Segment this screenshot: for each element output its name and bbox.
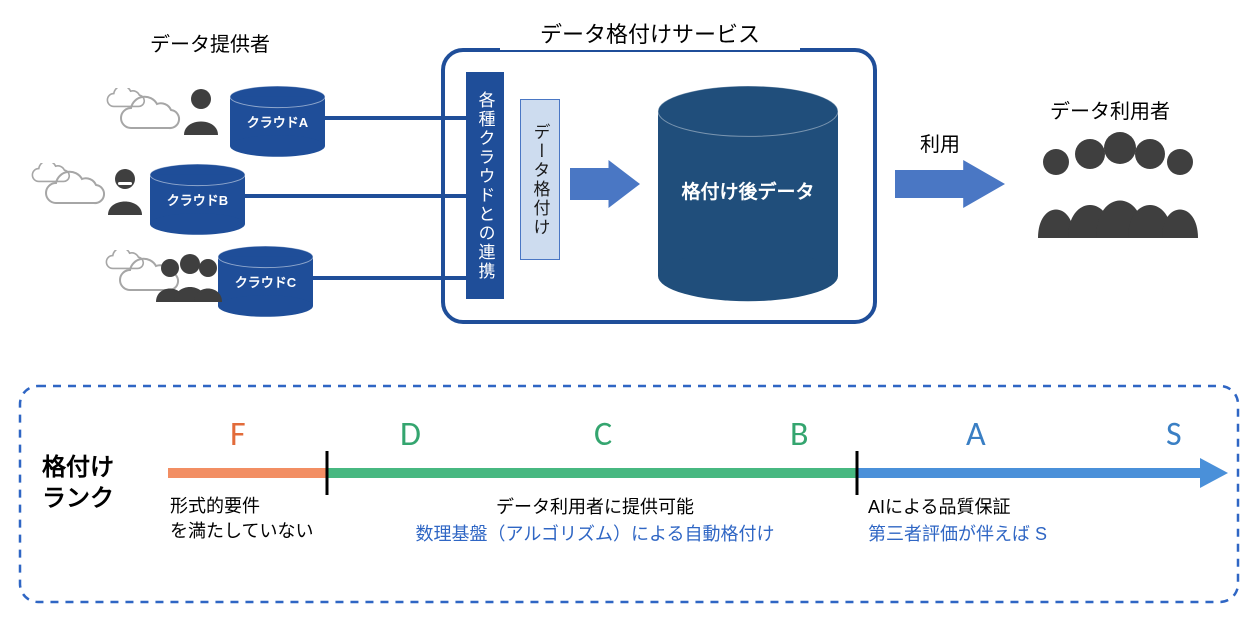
person-icon-1 (178, 85, 224, 139)
service-title: データ格付けサービス (500, 16, 800, 50)
seg3-text: AIによる品質保証第三者評価が伴えば S (868, 494, 1047, 548)
usage-label: 利用 (920, 128, 960, 157)
cloud-icon-2 (30, 163, 108, 211)
cloud-icon-1 (105, 88, 183, 136)
cloud-c-label: クラウドC (218, 257, 313, 306)
arrow-to-cylinder (570, 160, 640, 208)
vbox-rating: データ格付け (520, 99, 560, 260)
users-label: データ利用者 (1050, 95, 1170, 124)
users-group-icon (1020, 126, 1210, 246)
rank-heading: 格付けランク (42, 452, 114, 514)
rank-F: F (230, 414, 246, 455)
seg1-text: 形式的要件を満たしていない (170, 494, 313, 544)
connector-b (245, 192, 466, 200)
cloud-b-label: クラウドB (150, 175, 245, 224)
group-icon-3 (150, 250, 228, 306)
connector-c (313, 274, 466, 282)
vbox-cloud-link: 各種クラウドとの連携 (466, 72, 504, 299)
rank-A: A (966, 414, 986, 455)
rank-B: B (790, 414, 809, 455)
rated-data-label: 格付け後データ (658, 111, 838, 276)
rank-D: D (400, 414, 421, 455)
seg2-text: データ利用者に提供可能数理基盤（アルゴリズム）による自動格付け (390, 494, 800, 548)
connector-a (325, 114, 466, 122)
usage-arrow (895, 160, 1005, 208)
providers-label: データ提供者 (150, 28, 270, 57)
person-icon-2 (102, 165, 148, 219)
rank-S: S (1166, 414, 1182, 455)
cloud-a-label: クラウドA (230, 97, 325, 146)
rank-C: C (594, 414, 612, 455)
